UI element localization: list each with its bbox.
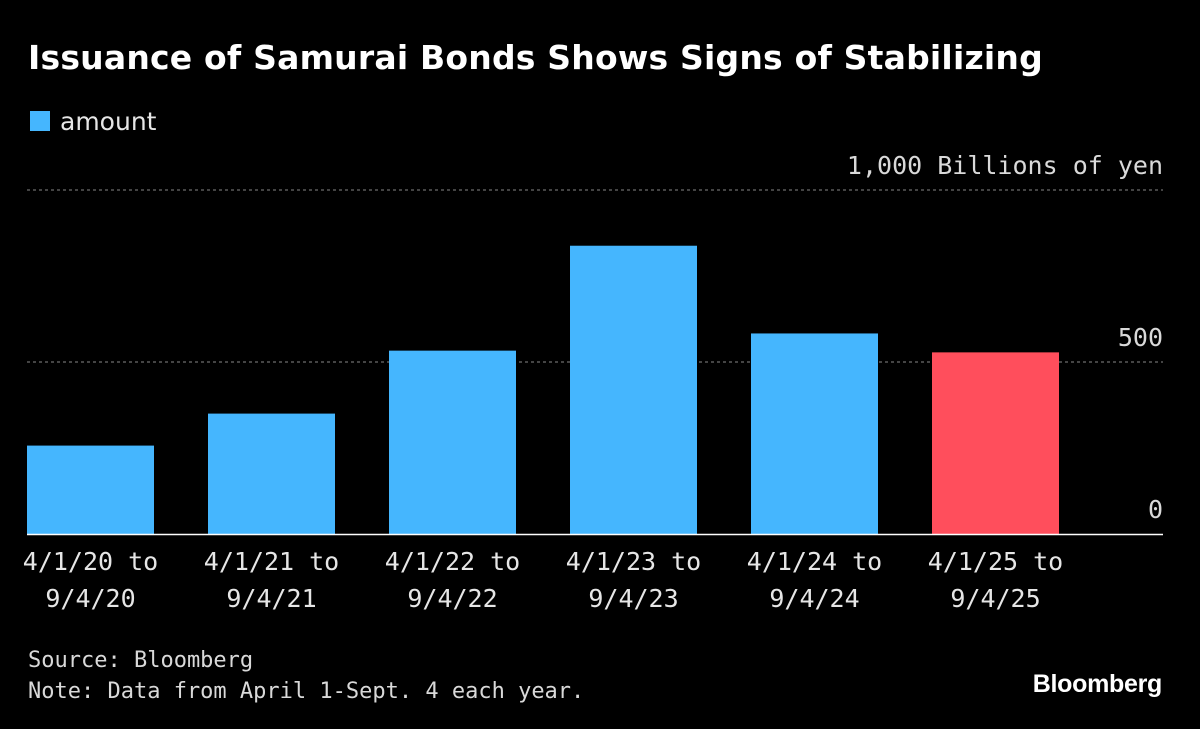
x-tick-label-3-1: 9/4/23 xyxy=(588,584,678,613)
x-tick-label-1-0: 4/1/21 to xyxy=(204,547,339,576)
x-tick-label-2-0: 4/1/22 to xyxy=(385,547,520,576)
bar-2 xyxy=(389,350,516,534)
y-tick-label-1000: 1,000 Billions of yen xyxy=(847,151,1163,180)
y-tick-label-500: 500 xyxy=(1118,323,1163,352)
x-tick-label-2-1: 9/4/22 xyxy=(407,584,497,613)
legend: amount xyxy=(30,104,156,138)
x-tick-label-5-1: 9/4/25 xyxy=(950,584,1040,613)
x-tick-label-5-0: 4/1/25 to xyxy=(928,547,1063,576)
bar-0 xyxy=(27,445,154,534)
y-tick-label-0: 0 xyxy=(1148,495,1163,524)
bar-3 xyxy=(570,245,697,534)
source-note: Source: Bloomberg xyxy=(28,648,254,673)
x-tick-label-3-0: 4/1/23 to xyxy=(566,547,701,576)
data-note: Note: Data from April 1-Sept. 4 each yea… xyxy=(28,679,585,704)
bar-1 xyxy=(208,413,335,534)
legend-label-amount: amount xyxy=(60,106,157,136)
bloomberg-logo: Bloomberg xyxy=(1032,670,1163,698)
x-tick-label-0-0: 4/1/20 to xyxy=(23,547,158,576)
x-tick-label-1-1: 9/4/21 xyxy=(226,584,316,613)
x-tick-label-0-1: 9/4/20 xyxy=(45,584,135,613)
x-tick-label-4-1: 9/4/24 xyxy=(769,584,859,613)
legend-swatch-amount xyxy=(30,111,50,131)
bar-4 xyxy=(751,333,878,534)
x-tick-label-4-0: 4/1/24 to xyxy=(747,547,882,576)
bar-5 xyxy=(932,352,1059,534)
chart-title: Issuance of Samurai Bonds Shows Signs of… xyxy=(28,38,1043,77)
